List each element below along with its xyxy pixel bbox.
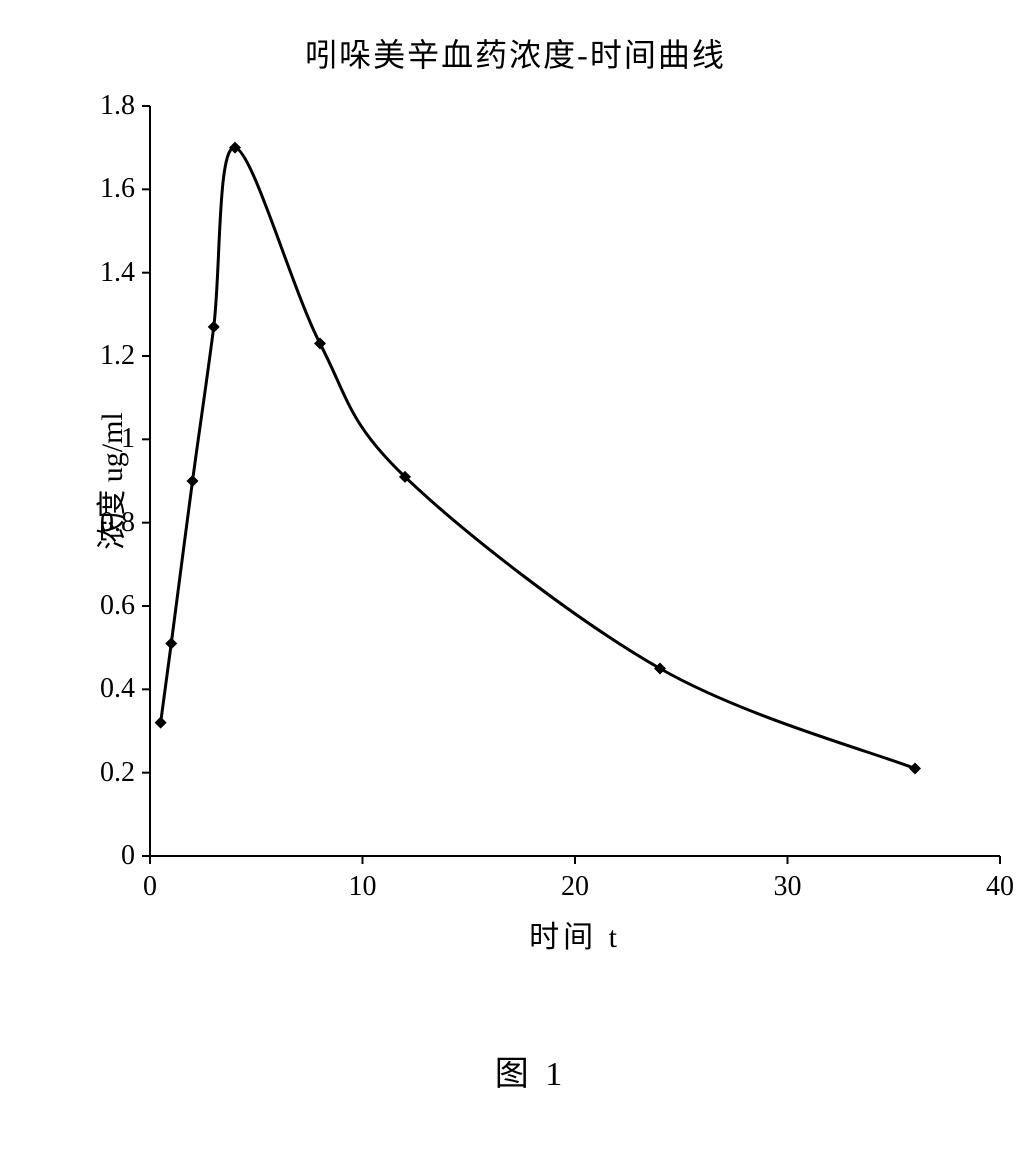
y-tick-label: 1.6 bbox=[100, 173, 135, 205]
chart-svg bbox=[150, 106, 1000, 856]
x-tick-label: 10 bbox=[349, 871, 377, 903]
data-marker bbox=[165, 638, 177, 650]
y-tick-label: 1.2 bbox=[100, 340, 135, 372]
series-line bbox=[161, 148, 915, 769]
data-marker bbox=[654, 663, 666, 675]
y-tick-label: 0.4 bbox=[100, 673, 135, 705]
x-tick-label: 20 bbox=[561, 871, 589, 903]
y-tick-label: 1.8 bbox=[100, 90, 135, 122]
figure-caption: 图 1 bbox=[50, 1046, 1011, 1095]
y-tick-label: 1.4 bbox=[100, 257, 135, 289]
y-tick-label: 0.2 bbox=[100, 757, 135, 789]
x-tick-label: 40 bbox=[986, 871, 1014, 903]
x-axis-label: 时间 t bbox=[529, 912, 621, 956]
data-marker bbox=[208, 321, 220, 333]
data-marker bbox=[187, 475, 199, 487]
data-marker bbox=[155, 717, 167, 729]
chart-container: 吲哚美辛血药浓度-时间曲线 浓度 ug/ml 时间 t 00.20.40.60.… bbox=[20, 30, 1011, 1129]
data-marker bbox=[909, 763, 921, 775]
x-tick-label: 0 bbox=[143, 871, 157, 903]
y-tick-label: 1 bbox=[121, 423, 135, 455]
y-tick-label: 0.6 bbox=[100, 590, 135, 622]
plot-area: 浓度 ug/ml 时间 t 00.20.40.60.811.21.41.61.8… bbox=[150, 106, 1000, 856]
y-tick-label: 0.8 bbox=[100, 507, 135, 539]
y-tick-label: 0 bbox=[121, 840, 135, 872]
x-tick-label: 30 bbox=[774, 871, 802, 903]
chart-title: 吲哚美辛血药浓度-时间曲线 bbox=[20, 30, 1011, 76]
data-marker bbox=[314, 338, 326, 350]
